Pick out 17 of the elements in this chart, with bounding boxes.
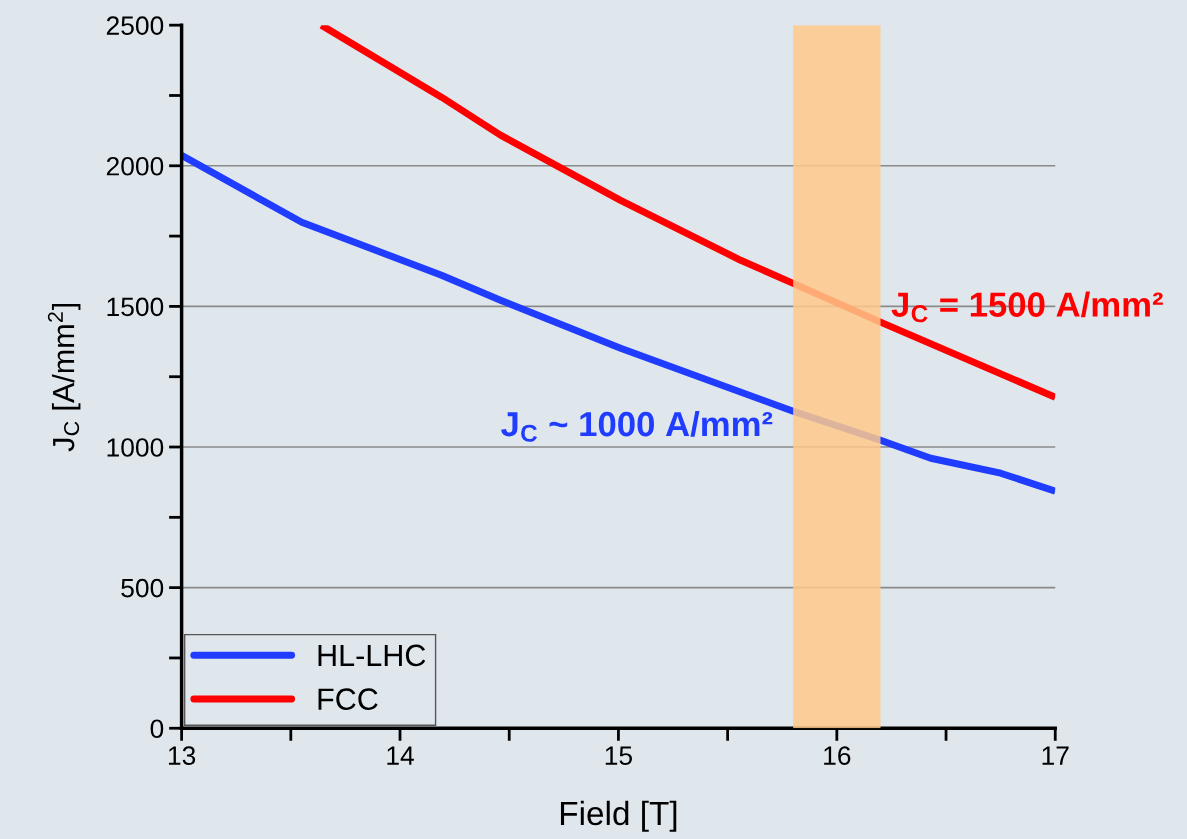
annotation: J$_{C}$ = 1500 A/mm² [891,291,1163,323]
annotation: J$_{C}$ ~ 1000 A/mm² [501,410,773,442]
x-tick-label: 15 [605,746,632,765]
y-tick-label: 500 [121,578,164,598]
y-tick-label: 2500 [106,16,164,35]
y-axis-title: J$_{C}$ [A/mm$^{2}$] [47,304,81,452]
y-tick-label: 0 [150,719,164,739]
y-tick-label: 2000 [106,156,164,176]
x-tick-label: 13 [168,746,196,765]
y-tick-label: 1500 [107,297,164,317]
legend-label: FCC [318,688,378,710]
x-axis-title: Field [T] [560,800,677,832]
x-tick-label: 17 [1042,746,1069,765]
x-tick-label: 14 [387,746,414,765]
y-tick-label: 1000 [107,438,164,457]
legend-label: HL-LHC [318,644,426,667]
x-tick-label: 16 [824,746,851,765]
